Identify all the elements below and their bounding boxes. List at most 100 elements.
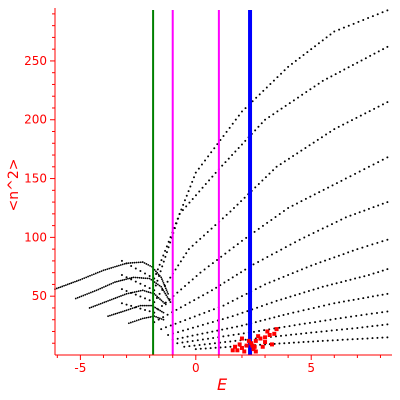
data-point bbox=[254, 129, 257, 132]
data-point bbox=[326, 339, 329, 342]
data-point bbox=[226, 316, 229, 319]
data-point bbox=[116, 265, 118, 268]
data-point bbox=[155, 307, 158, 310]
data-point bbox=[219, 139, 222, 142]
highlight-point bbox=[274, 327, 279, 332]
data-point bbox=[94, 304, 97, 307]
data-point bbox=[213, 342, 216, 345]
data-point bbox=[381, 336, 384, 339]
data-point bbox=[162, 318, 165, 321]
data-point bbox=[367, 274, 370, 277]
data-point bbox=[180, 288, 183, 291]
data-point bbox=[317, 42, 320, 45]
data-point bbox=[214, 224, 217, 227]
data-point bbox=[83, 277, 86, 280]
data-point bbox=[275, 299, 278, 302]
data-point bbox=[179, 320, 182, 323]
data-point bbox=[367, 17, 370, 20]
data-point bbox=[133, 320, 136, 323]
data-point bbox=[265, 86, 268, 89]
data-point bbox=[209, 347, 212, 350]
data-point bbox=[112, 297, 115, 300]
data-point bbox=[88, 307, 91, 309]
data-point bbox=[377, 161, 380, 164]
data-point bbox=[245, 292, 248, 295]
data-point bbox=[240, 110, 243, 113]
data-point bbox=[157, 296, 160, 299]
data-point bbox=[381, 324, 384, 327]
data-point bbox=[330, 329, 333, 332]
data-point bbox=[307, 308, 310, 311]
data-point bbox=[237, 146, 240, 149]
data-point bbox=[330, 75, 333, 78]
data-point bbox=[203, 343, 206, 346]
data-point bbox=[221, 318, 224, 321]
data-point bbox=[336, 339, 339, 342]
data-point bbox=[147, 263, 150, 266]
data-point bbox=[104, 285, 107, 288]
data-point bbox=[240, 239, 243, 242]
data-point bbox=[143, 317, 146, 320]
data-point bbox=[119, 264, 122, 266]
data-point bbox=[335, 282, 338, 285]
data-point bbox=[338, 70, 341, 73]
data-point bbox=[156, 283, 159, 286]
data-point bbox=[344, 279, 347, 282]
data-point bbox=[123, 309, 126, 312]
data-point bbox=[251, 100, 254, 103]
data-point bbox=[193, 299, 196, 302]
data-point bbox=[303, 322, 306, 325]
data-point bbox=[301, 93, 304, 96]
data-point bbox=[129, 292, 132, 294]
data-point bbox=[278, 342, 281, 345]
data-point bbox=[137, 290, 140, 293]
data-point bbox=[340, 328, 343, 331]
data-point bbox=[386, 336, 389, 339]
data-point bbox=[306, 51, 309, 54]
data-point bbox=[102, 269, 105, 272]
data-point bbox=[164, 287, 167, 290]
data-point bbox=[381, 202, 384, 205]
data-point bbox=[264, 283, 267, 286]
data-point bbox=[178, 212, 181, 215]
data-point bbox=[162, 311, 165, 314]
data-point bbox=[136, 276, 139, 279]
data-point bbox=[191, 244, 194, 247]
data-point bbox=[212, 308, 215, 311]
data-point bbox=[215, 286, 218, 289]
data-point bbox=[244, 338, 247, 341]
data-point bbox=[138, 276, 141, 279]
data-point bbox=[356, 61, 359, 64]
y-tick-label: 50 bbox=[32, 289, 47, 303]
data-point bbox=[341, 338, 344, 341]
data-point bbox=[91, 274, 93, 276]
data-point bbox=[105, 300, 108, 303]
data-point bbox=[322, 188, 325, 191]
data-point bbox=[371, 243, 374, 246]
data-point bbox=[325, 133, 328, 136]
data-point bbox=[81, 278, 84, 280]
data-point bbox=[191, 278, 194, 281]
data-point bbox=[257, 260, 260, 263]
data-point bbox=[259, 285, 262, 288]
data-point bbox=[117, 280, 120, 283]
data-point bbox=[201, 338, 204, 341]
data-point bbox=[162, 281, 165, 284]
data-point bbox=[206, 331, 209, 334]
data-point bbox=[204, 347, 207, 350]
data-point bbox=[224, 252, 227, 255]
data-point bbox=[106, 284, 109, 287]
data-point bbox=[237, 114, 240, 117]
data-point bbox=[92, 305, 95, 308]
data-point bbox=[167, 292, 170, 295]
data-point bbox=[137, 318, 140, 321]
data-point bbox=[148, 275, 151, 278]
data-point bbox=[130, 304, 133, 307]
data-point bbox=[280, 298, 283, 301]
data-point bbox=[221, 217, 224, 220]
data-point bbox=[350, 315, 353, 318]
data-point bbox=[101, 302, 104, 304]
data-point bbox=[261, 224, 264, 227]
data-point bbox=[141, 304, 144, 307]
data-point bbox=[101, 286, 103, 289]
